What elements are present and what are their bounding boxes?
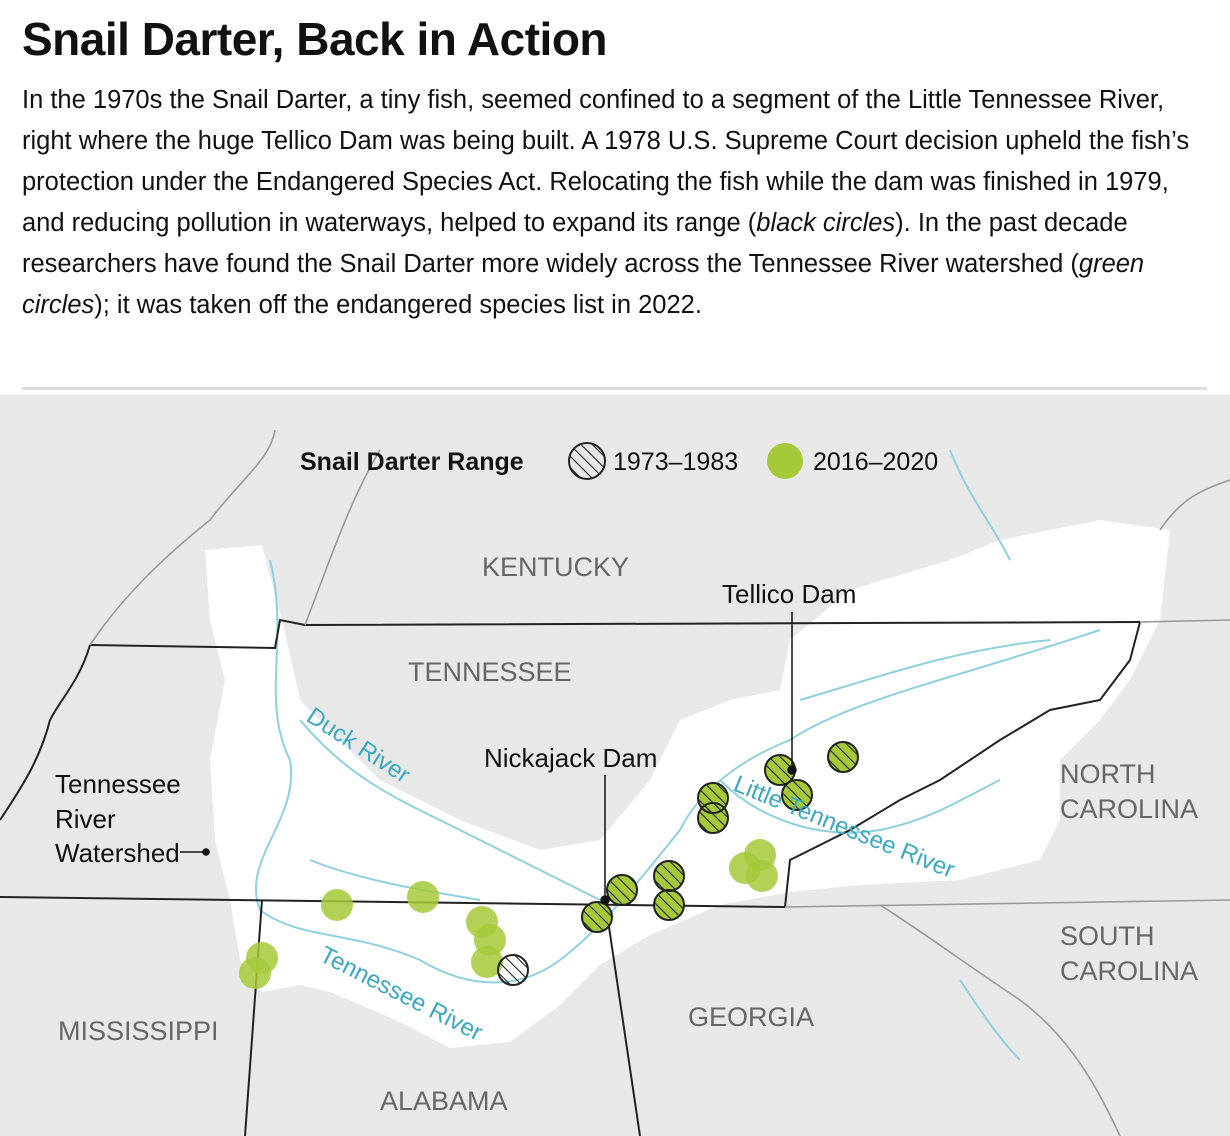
state-label: MISSISSIPPI [58, 1016, 219, 1046]
state-label: GEORGIA [688, 1002, 814, 1032]
state-label: ALABAMA [380, 1086, 508, 1116]
legend-title: Snail Darter Range [300, 448, 524, 476]
recent-points [239, 839, 778, 989]
leaders [180, 612, 797, 905]
divider [22, 387, 1207, 390]
legend-item: 1973–1983 [613, 448, 738, 476]
text: ). In the past decade researchers have f… [22, 209, 1128, 278]
observation-points [239, 741, 859, 989]
historic-points [497, 741, 859, 986]
legend-swatch [568, 442, 606, 480]
outer-borders [89, 429, 1230, 1136]
dam-label: Tellico Dam [722, 579, 856, 609]
legend-swatch [767, 443, 803, 479]
text: In the 1970s the Snail Darter, a tiny fi… [22, 86, 1190, 237]
state-label: NORTH [1060, 759, 1156, 789]
state-label: CAROLINA [1060, 794, 1198, 824]
state-label: TENNESSEE [408, 657, 572, 687]
text: ); it was taken off the endangered speci… [94, 291, 702, 319]
watershed [205, 520, 1170, 1048]
dam-label: Nickajack Dam [484, 743, 657, 773]
state-label: KENTUCKY [482, 552, 629, 582]
legend-item: 2016–2020 [813, 448, 938, 476]
watershed-label: Watershed [55, 838, 180, 868]
watershed-label: Tennessee [55, 769, 181, 799]
state-label: SOUTH [1060, 921, 1155, 951]
watershed-label: River [55, 804, 116, 834]
state-label: CAROLINA [1060, 956, 1198, 986]
description: In the 1970s the Snail Darter, a tiny fi… [22, 80, 1212, 326]
text: black circles [756, 209, 896, 237]
text: green circles [22, 250, 1145, 319]
title: Snail Darter, Back in Action [22, 13, 608, 65]
